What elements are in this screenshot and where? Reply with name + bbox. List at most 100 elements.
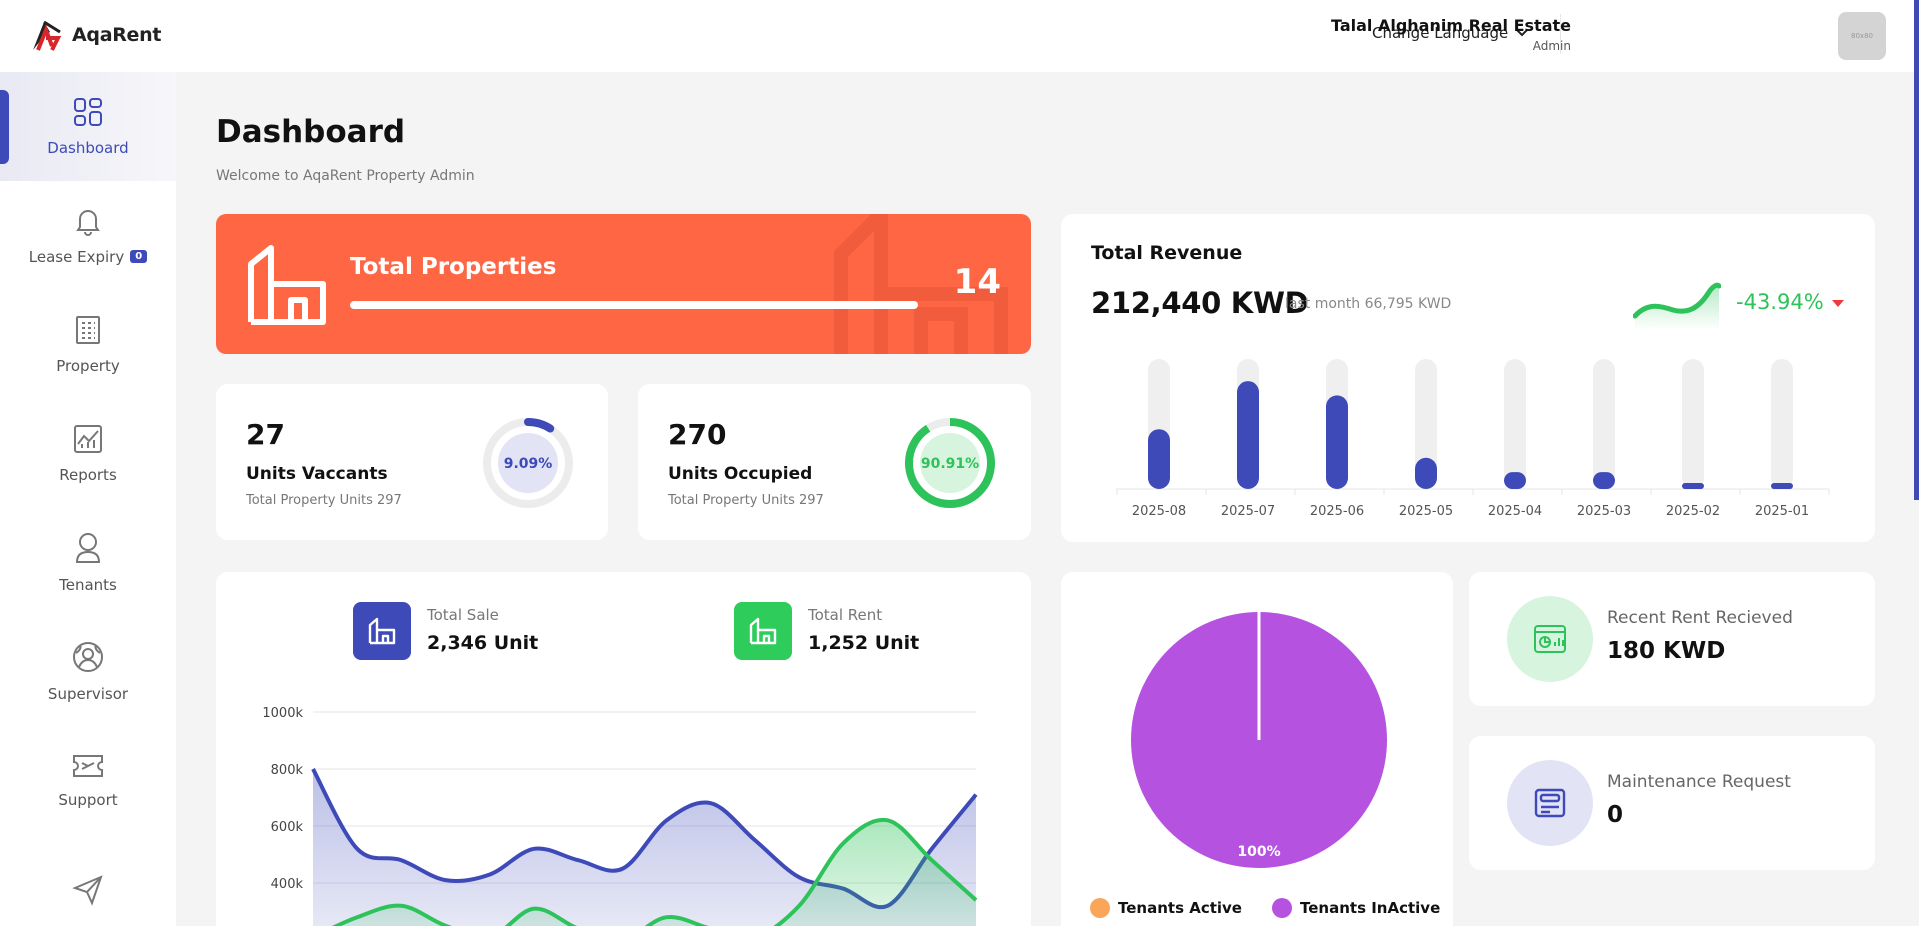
- sales-area-chart: 1000k 800k 600k 400k: [262, 706, 978, 926]
- send-icon: [72, 874, 103, 906]
- sales-rent-card: Total Sale 2,346 Unit Total Rent 1,252 U…: [216, 572, 1031, 926]
- maintenance-icon-circle: [1507, 760, 1593, 846]
- bar-track: [1771, 359, 1793, 489]
- trend-down-icon: [1831, 300, 1844, 307]
- bar[interactable]: [1504, 472, 1526, 489]
- chart-icon: [74, 424, 102, 453]
- sidebar-item-label: Reports: [59, 465, 117, 484]
- total-revenue-title: Total Revenue: [1091, 242, 1243, 264]
- bar[interactable]: [1148, 429, 1170, 489]
- units-vacant-sub: Total Property Units 297: [246, 493, 402, 508]
- sidebar-item-tenants[interactable]: Tenants: [0, 508, 176, 617]
- lease-expiry-badge: 0: [130, 250, 148, 263]
- recent-rent-icon-circle: [1507, 596, 1593, 682]
- y-tick-label: 800k: [271, 763, 304, 778]
- total-revenue-change: -43.94%: [1736, 290, 1844, 314]
- bar[interactable]: [1326, 395, 1348, 489]
- page-title: Dashboard: [216, 114, 406, 150]
- total-rent-value: 1,252 Unit: [808, 632, 920, 654]
- bar[interactable]: [1771, 483, 1793, 489]
- x-tick-label: 2025-06: [1310, 504, 1364, 519]
- y-tick-label: 600k: [271, 820, 304, 835]
- legend-label: Tenants InActive: [1300, 899, 1441, 917]
- units-occupied-label: Units Occupied: [668, 464, 813, 484]
- page-subtitle: Welcome to AqaRent Property Admin: [216, 168, 475, 184]
- logo-text: AqaRent: [72, 24, 162, 46]
- bar[interactable]: [1682, 483, 1704, 489]
- bar-track: [1504, 359, 1526, 489]
- total-rent-icon-box: [734, 602, 792, 660]
- bar[interactable]: [1593, 472, 1615, 489]
- building-watermark-icon: [834, 214, 1008, 354]
- tenants-pie-chart: 100%: [1131, 612, 1387, 868]
- building-icon: [368, 617, 396, 645]
- bar-track: [1593, 359, 1615, 489]
- x-tick-label: 2025-07: [1221, 504, 1275, 519]
- sidebar-item-support[interactable]: Support: [0, 726, 176, 835]
- x-tick-label: 2025-02: [1666, 504, 1720, 519]
- recent-rent-card: Recent Rent Recieved 180 KWD: [1469, 572, 1875, 706]
- change-language-dropdown[interactable]: Change Language: [1372, 24, 1528, 42]
- ticket-icon: [73, 754, 103, 777]
- sidebar-item-reports[interactable]: Reports: [0, 399, 176, 508]
- building-icon: [749, 617, 777, 645]
- y-tick-label: 400k: [271, 877, 304, 892]
- maintenance-card: Maintenance Request 0: [1469, 736, 1875, 870]
- total-properties-progress: [350, 301, 918, 309]
- units-vacant-label: Units Vaccants: [246, 464, 388, 484]
- x-tick-label: 2025-01: [1755, 504, 1809, 519]
- x-tick-label: 2025-03: [1577, 504, 1631, 519]
- header-divider: [1560, 14, 1561, 54]
- total-sale-label: Total Sale: [427, 606, 499, 624]
- y-tick-label: 1000k: [262, 706, 303, 721]
- total-properties-card[interactable]: Total Properties 14: [216, 214, 1031, 354]
- bar[interactable]: [1415, 457, 1437, 489]
- total-revenue-change-value: -43.94%: [1736, 290, 1824, 314]
- total-properties-title: Total Properties: [350, 254, 557, 280]
- bar[interactable]: [1237, 381, 1259, 489]
- sidebar-item-supervisor[interactable]: Supervisor: [0, 617, 176, 726]
- units-occupied-percent: 90.91%: [921, 456, 979, 472]
- area-fill: [336, 819, 976, 926]
- total-revenue-amount: 212,440 KWD: [1091, 286, 1309, 320]
- x-tick-label: 2025-05: [1399, 504, 1453, 519]
- sidebar-item-messages[interactable]: [0, 835, 176, 926]
- user-icon: [75, 532, 101, 563]
- total-properties-count: 14: [953, 262, 1001, 302]
- legend-dot-inactive: [1272, 898, 1292, 918]
- revenue-bar-chart: 2025-08 2025-07 2025-06 2025-05 2025-04 2025-…: [1116, 359, 1830, 519]
- top-header: AqaRent Change Language Talal Alghanim R…: [0, 0, 1919, 72]
- series-line[interactable]: [313, 817, 978, 926]
- sidebar-item-dashboard[interactable]: Dashboard: [0, 72, 176, 181]
- units-occupied-count: 270: [668, 418, 727, 451]
- sidebar-item-lease-expiry[interactable]: Lease Expiry 0: [0, 181, 176, 290]
- bell-icon: [76, 209, 100, 236]
- logo[interactable]: AqaRent: [30, 16, 161, 54]
- sidebar-item-label: Supervisor: [47, 684, 129, 703]
- pie-data-label: 100%: [1237, 844, 1280, 860]
- avatar[interactable]: 80x80: [1838, 12, 1886, 60]
- building-icon: [76, 315, 100, 344]
- tenants-pie-card: 100%: [1061, 572, 1453, 926]
- sidebar-item-property[interactable]: Property: [0, 290, 176, 399]
- x-tick-label: 2025-08: [1132, 504, 1186, 519]
- sidebar-item-label: Lease Expiry: [28, 247, 125, 266]
- units-vacant-count: 27: [246, 418, 285, 451]
- user-role: Admin: [1532, 39, 1571, 53]
- sidebar-item-label: Property: [56, 356, 120, 375]
- sidebar-item-label: Dashboard: [47, 138, 129, 157]
- sidebar: Dashboard Lease Expiry 0 Property Reports…: [0, 72, 176, 926]
- x-tick-label: 2025-04: [1488, 504, 1542, 519]
- user-name: Talal Alghanim Real Estate: [1330, 16, 1571, 35]
- legend-dot-active: [1090, 898, 1110, 918]
- total-revenue-last-month: last month 66,795 KWD: [1285, 296, 1452, 312]
- legend-tenants-inactive[interactable]: Tenants InActive: [1272, 898, 1440, 918]
- units-occupied-ring: 90.91%: [905, 418, 995, 508]
- bar-track: [1682, 359, 1704, 489]
- units-occupied-card: 270 Units Occupied Total Property Units …: [638, 384, 1031, 540]
- page-scrollbar[interactable]: [1914, 0, 1919, 500]
- grid-icon: [74, 97, 102, 126]
- legend-tenants-active[interactable]: Tenants Active: [1090, 898, 1242, 918]
- wallet-chart-icon: [1534, 625, 1566, 653]
- sidebar-item-label: Support: [58, 790, 118, 809]
